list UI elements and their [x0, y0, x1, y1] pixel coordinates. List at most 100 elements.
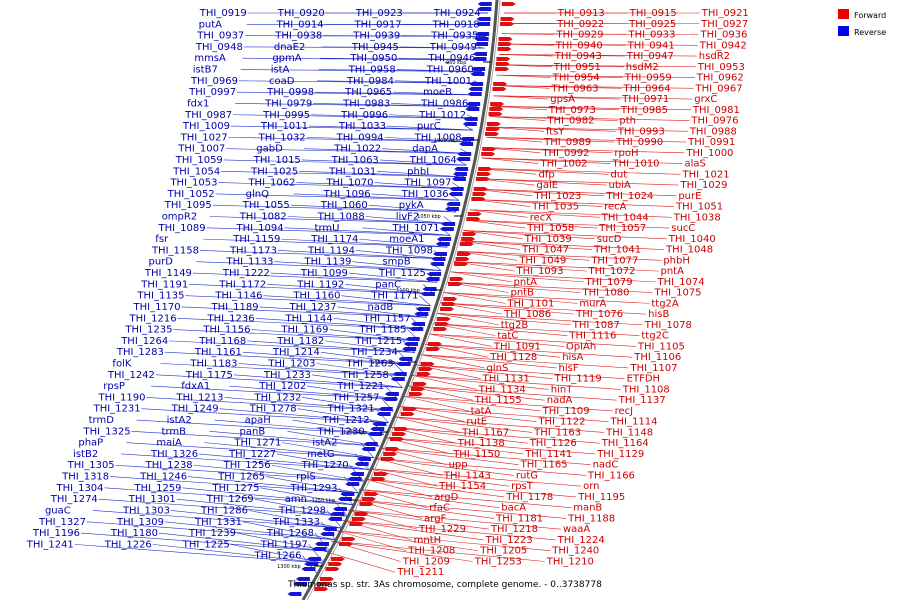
reverse-gene-label: putA — [199, 19, 223, 30]
reverse-leader-line — [374, 182, 462, 189]
forward-gene-arrow — [402, 407, 417, 411]
reverse-gene-label: THI_1278 — [249, 404, 297, 415]
forward-gene-arrow — [488, 112, 503, 116]
reverse-gene-arrow — [420, 292, 435, 296]
reverse-gene-arrow — [306, 557, 321, 561]
reverse-gene-label: THI_1133 — [225, 257, 273, 268]
reverse-gene-label: THI_1182 — [276, 336, 324, 347]
forward-leader-line — [436, 312, 499, 326]
forward-gene-arrow — [475, 177, 490, 181]
chromosome-backbone-shadow — [306, 0, 501, 600]
forward-gene-label: THI_1223 — [485, 535, 533, 546]
reverse-gene-label: moeA1 — [389, 234, 424, 245]
reverse-gene-label: THI_1227 — [228, 449, 276, 460]
reverse-leader-line — [274, 261, 441, 271]
forward-gene-label: hisF — [559, 363, 579, 374]
reverse-gene-label: THI_1309 — [116, 517, 164, 528]
reverse-gene-arrow — [475, 32, 490, 36]
forward-gene-label: argF — [424, 513, 446, 524]
forward-gene-arrow — [380, 457, 395, 461]
forward-leader-line — [471, 199, 675, 207]
reverse-gene-label: THI_1135 — [136, 291, 184, 302]
forward-leader-line — [428, 333, 564, 347]
reverse-leader-line — [464, 125, 474, 131]
forward-leader-line — [489, 116, 546, 121]
forward-gene-arrow — [317, 582, 332, 586]
forward-gene-arrow — [478, 167, 493, 171]
reverse-gene-label: livF2 — [396, 212, 420, 223]
forward-gene-label: sucC — [671, 223, 695, 234]
reverse-gene-arrow — [347, 477, 362, 481]
forward-gene-label: hsdM2 — [626, 62, 659, 73]
reverse-gene-label: THI_1232 — [253, 392, 301, 403]
forward-gene-label: THI_1091 — [493, 341, 541, 352]
forward-gene-label: bacA — [501, 503, 526, 514]
reverse-gene-label: guaC — [45, 505, 71, 516]
forward-gene-arrow — [443, 297, 458, 301]
reverse-gene-arrow — [414, 312, 429, 316]
forward-gene-arrow — [426, 347, 441, 351]
forward-leader-line — [469, 209, 672, 218]
reverse-gene-label: THI_1259 — [134, 483, 182, 494]
reverse-gene-label: rplS — [296, 472, 316, 483]
reverse-leader-line — [302, 397, 394, 412]
reverse-gene-label: THI_1249 — [171, 404, 219, 415]
reverse-gene-label: THI_1146 — [214, 291, 262, 302]
forward-leader-line — [416, 364, 553, 379]
forward-leader-line — [476, 178, 607, 186]
reverse-gene-label: THI_0958 — [348, 65, 396, 76]
reverse-gene-arrow — [476, 22, 491, 26]
reverse-leader-line — [233, 114, 475, 119]
reverse-gene-label: THI_1088 — [317, 212, 365, 223]
forward-leader-line — [466, 219, 670, 229]
forward-gene-label: tatA — [471, 406, 492, 417]
forward-gene-label: THI_0985 — [620, 105, 668, 116]
forward-leader-line — [369, 468, 510, 487]
reverse-leader-line — [296, 182, 462, 189]
reverse-gene-arrow — [471, 67, 486, 71]
reverse-leader-line — [192, 272, 438, 283]
reverse-leader-line — [223, 159, 467, 166]
reverse-gene-label: THI_1238 — [145, 460, 193, 471]
reverse-leader-line — [371, 193, 459, 201]
reverse-gene-arrow — [431, 257, 446, 261]
reverse-gene-label: THI_1325 — [83, 426, 131, 437]
reverse-leader-line — [219, 408, 389, 424]
forward-leader-line — [408, 385, 617, 401]
reverse-gene-label: THI_1025 — [250, 166, 298, 177]
forward-gene-label: THI_1138 — [457, 438, 505, 449]
forward-leader-line — [443, 292, 578, 304]
forward-leader-line — [353, 499, 567, 519]
reverse-gene-arrow — [476, 17, 491, 21]
forward-gene-label: THI_0964 — [623, 83, 671, 94]
forward-gene-label: ETFDH — [627, 374, 660, 385]
forward-gene-arrow — [319, 577, 334, 581]
legend-reverse-label: Reverse — [854, 28, 886, 37]
reverse-leader-line — [316, 363, 407, 377]
reverse-gene-label: THI_1158 — [151, 245, 199, 256]
reverse-gene-label: THI_1033 — [338, 121, 386, 132]
forward-gene-arrow — [461, 237, 476, 241]
forward-leader-line — [424, 344, 561, 358]
forward-gene-label: THI_1116 — [568, 331, 616, 342]
reverse-leader-line — [307, 385, 398, 400]
reverse-gene-label: THI_1063 — [331, 155, 379, 166]
forward-gene-label: THI_0973 — [548, 105, 596, 116]
reverse-gene-label: THI_0917 — [354, 19, 402, 30]
reverse-leader-line — [136, 419, 384, 435]
reverse-gene-arrow — [409, 327, 424, 331]
forward-leader-line — [412, 375, 549, 390]
forward-gene-label: sucD — [597, 234, 622, 245]
reverse-leader-line — [164, 351, 411, 365]
reverse-gene-label: dnaE2 — [274, 42, 306, 53]
forward-gene-label: murA — [579, 298, 606, 309]
reverse-leader-line — [169, 340, 416, 353]
reverse-gene-label: THI_0938 — [274, 31, 322, 42]
forward-gene-arrow — [467, 212, 482, 216]
reverse-gene-label: folK — [112, 358, 131, 369]
reverse-leader-line — [266, 476, 359, 494]
reverse-gene-label: THI_1202 — [258, 381, 306, 392]
reverse-gene-arrow — [463, 117, 478, 121]
reverse-gene-label: THI_1231 — [93, 404, 141, 415]
forward-gene-label: THI_1038 — [673, 212, 721, 223]
